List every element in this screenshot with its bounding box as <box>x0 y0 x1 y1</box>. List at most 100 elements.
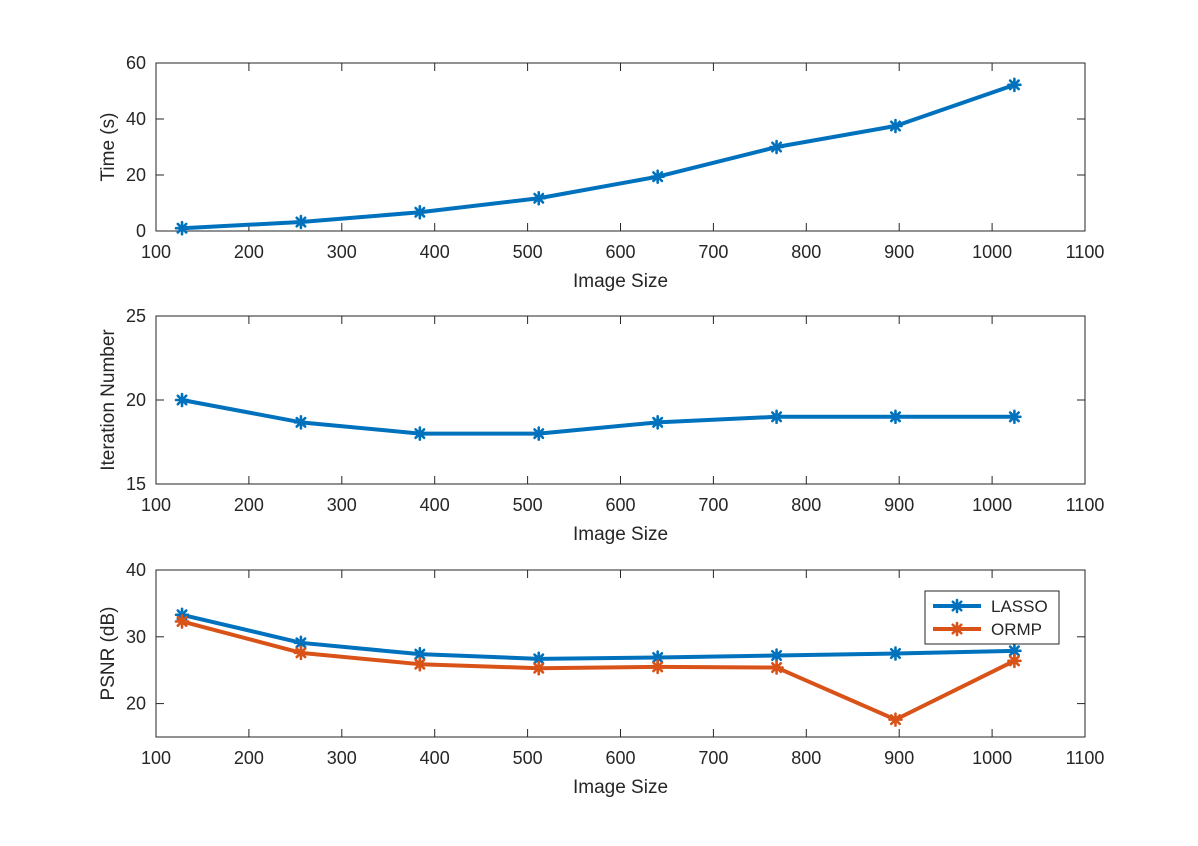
subplot-1: 100 200 300 400 500 600 700 800 900 1000 1100 0 20 40… <box>98 53 1104 292</box>
data-point <box>1007 77 1022 93</box>
x-tick-label: 900 <box>884 242 914 262</box>
legend-marker <box>949 621 965 637</box>
data-point <box>174 392 190 408</box>
series-line <box>180 398 1017 436</box>
data-point <box>1007 643 1022 659</box>
data-point <box>412 656 428 672</box>
data-point <box>531 426 547 441</box>
x-tick-label: 800 <box>791 242 821 262</box>
x-axis-label: Image Size <box>573 271 668 292</box>
axes-box <box>155 62 1086 232</box>
data-point <box>174 614 190 629</box>
x-tick-label: 300 <box>327 748 357 768</box>
x-tick-label: 1000 <box>972 242 1012 262</box>
x-tick-label: 1000 <box>972 748 1012 768</box>
y-tick-label: 40 <box>126 560 146 580</box>
data-point <box>769 409 784 425</box>
y-tick-label: 40 <box>126 109 146 129</box>
x-tick-label: 100 <box>141 748 171 768</box>
x-tick-label: 400 <box>420 748 450 768</box>
x-tick-label: 800 <box>791 495 821 515</box>
x-tick-label: 100 <box>141 242 171 262</box>
x-tick-label: 200 <box>234 748 264 768</box>
series-lasso <box>174 607 1022 667</box>
x-tick-label: 900 <box>884 748 914 768</box>
data-point <box>293 214 309 230</box>
data-point <box>293 415 309 430</box>
legend: LASSO ORMP <box>924 590 1060 645</box>
y-axis-label: Iteration Number <box>98 329 119 471</box>
series-1 <box>174 392 1022 441</box>
data-point <box>1007 653 1022 669</box>
x-tick-label: 500 <box>513 242 543 262</box>
x-tick-label: 600 <box>605 242 635 262</box>
series-1 <box>174 77 1022 236</box>
x-tick-label: 200 <box>234 495 264 515</box>
data-point <box>1007 409 1022 425</box>
data-point <box>531 651 547 667</box>
data-point <box>769 660 784 675</box>
series-ormp <box>174 614 1022 727</box>
data-point <box>293 635 309 651</box>
data-point <box>650 415 665 430</box>
y-tick-label: 25 <box>126 306 146 326</box>
y-tick-label: 30 <box>126 627 146 647</box>
x-tick-label: 700 <box>698 495 728 515</box>
x-tick-label: 800 <box>791 748 821 768</box>
data-point <box>174 220 190 236</box>
x-tick-label: 700 <box>698 242 728 262</box>
data-point <box>531 660 547 676</box>
subplot-3: 100 200 300 400 500 600 700 800 900 1000 1100 20 30 4… <box>98 560 1104 798</box>
x-tick-label: 1100 <box>1066 495 1105 515</box>
data-point <box>888 118 903 134</box>
y-axis-label: Time (s) <box>98 113 119 182</box>
y-tick-label: 20 <box>126 165 146 185</box>
x-tick-label: 900 <box>884 495 914 515</box>
series-line <box>180 612 1017 661</box>
data-point <box>769 139 784 155</box>
series-line <box>180 619 1017 722</box>
subplot-2: 100 200 300 400 500 600 700 800 900 1000 1100 15 20 2… <box>98 306 1104 545</box>
legend-label: ORMP <box>991 620 1042 639</box>
x-tick-label: 1100 <box>1066 748 1105 768</box>
y-axis-label: PSNR (dB) <box>98 607 119 701</box>
data-point <box>650 169 665 184</box>
data-point <box>650 659 665 675</box>
data-point <box>888 409 903 425</box>
x-tick-label: 300 <box>327 495 357 515</box>
x-axis-label: Image Size <box>573 524 668 545</box>
x-tick-label: 1100 <box>1066 242 1105 262</box>
x-tick-label: 500 <box>513 748 543 768</box>
x-tick-label: 1000 <box>972 495 1012 515</box>
axes-box <box>155 315 1086 485</box>
x-tick-label: 600 <box>605 748 635 768</box>
y-tick-label: 20 <box>126 390 146 410</box>
y-tick-label: 15 <box>126 474 146 494</box>
data-point <box>769 648 784 663</box>
subplots: 100 200 300 400 500 600 700 800 900 1000 1100 0 20 40… <box>98 53 1104 798</box>
legend-box <box>924 590 1060 645</box>
data-point <box>650 650 665 665</box>
data-point <box>888 646 903 661</box>
data-point <box>412 646 428 662</box>
data-point <box>888 712 903 727</box>
x-axis-label: Image Size <box>573 777 668 798</box>
x-tick-label: 400 <box>420 242 450 262</box>
x-tick-label: 500 <box>513 495 543 515</box>
x-tick-label: 600 <box>605 495 635 515</box>
legend-label: LASSO <box>991 597 1048 616</box>
series-line <box>180 82 1017 231</box>
x-tick-label: 100 <box>141 495 171 515</box>
legend-marker <box>949 598 965 614</box>
x-tick-label: 400 <box>420 495 450 515</box>
x-tick-label: 700 <box>698 748 728 768</box>
y-tick-label: 20 <box>126 694 146 714</box>
x-tick-label: 300 <box>327 242 357 262</box>
data-point <box>412 426 428 441</box>
data-point <box>293 645 309 661</box>
y-tick-label: 60 <box>126 53 146 73</box>
x-tick-label: 200 <box>234 242 264 262</box>
y-tick-label: 0 <box>136 221 146 241</box>
data-point <box>412 204 428 220</box>
